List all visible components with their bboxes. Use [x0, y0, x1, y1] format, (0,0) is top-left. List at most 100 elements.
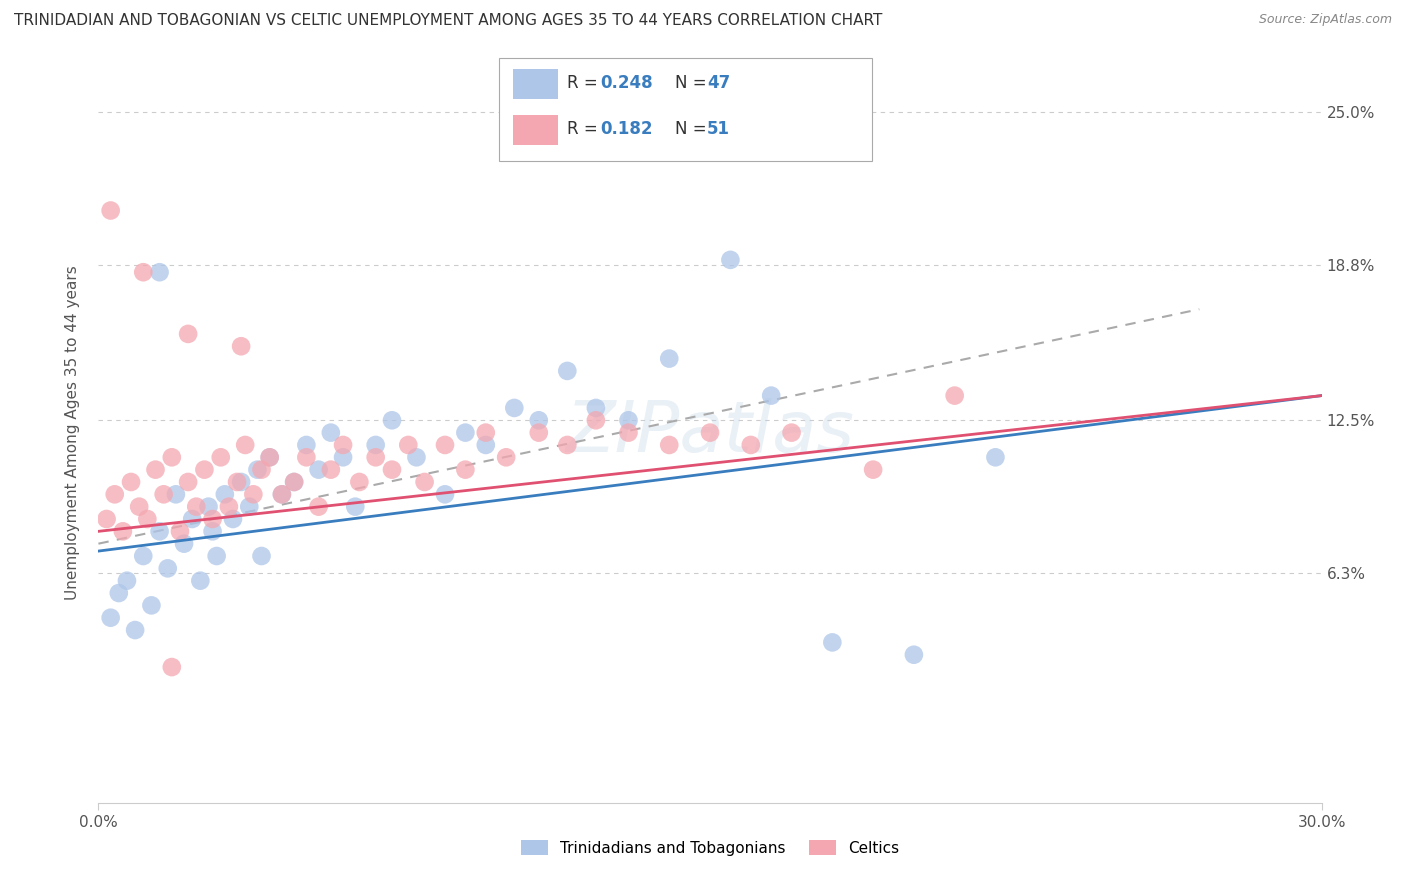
- Point: [104, 487, 127, 501]
- Point: [503, 401, 526, 415]
- Point: [136, 512, 159, 526]
- Point: [149, 524, 172, 539]
- Point: [474, 438, 498, 452]
- Point: [259, 450, 281, 465]
- Point: [193, 462, 215, 476]
- Point: [214, 487, 236, 501]
- Point: [201, 512, 224, 526]
- Point: [250, 462, 273, 476]
- Point: [177, 326, 200, 341]
- Point: [759, 388, 782, 402]
- Point: [295, 438, 318, 452]
- Point: [585, 413, 607, 427]
- Text: R =: R =: [567, 74, 603, 92]
- Point: [283, 475, 305, 489]
- Point: [111, 524, 134, 539]
- Point: [780, 425, 803, 440]
- Text: TRINIDADIAN AND TOBAGONIAN VS CELTIC UNEMPLOYMENT AMONG AGES 35 TO 44 YEARS CORR: TRINIDADIAN AND TOBAGONIAN VS CELTIC UNE…: [14, 13, 883, 29]
- Point: [984, 450, 1007, 465]
- Point: [205, 549, 228, 563]
- Point: [115, 574, 138, 588]
- Point: [381, 462, 404, 476]
- Point: [283, 475, 305, 489]
- Point: [319, 462, 342, 476]
- Point: [218, 500, 240, 514]
- Point: [617, 425, 640, 440]
- Point: [527, 425, 550, 440]
- Point: [555, 364, 579, 378]
- Point: [308, 462, 330, 476]
- Point: [349, 475, 371, 489]
- Point: [186, 500, 208, 514]
- Point: [527, 413, 550, 427]
- Point: [617, 413, 640, 427]
- Point: [226, 475, 249, 489]
- Point: [658, 438, 681, 452]
- Point: [319, 425, 342, 440]
- Point: [555, 438, 579, 452]
- Point: [197, 500, 219, 514]
- Point: [495, 450, 517, 465]
- Point: [124, 623, 146, 637]
- Point: [201, 524, 224, 539]
- Point: [233, 438, 256, 452]
- Point: [141, 599, 163, 613]
- Text: 47: 47: [707, 74, 731, 92]
- Text: ZIPatlas: ZIPatlas: [565, 398, 855, 467]
- Point: [718, 252, 742, 267]
- Point: [454, 425, 477, 440]
- Point: [332, 438, 354, 452]
- Point: [177, 475, 200, 489]
- Point: [862, 462, 884, 476]
- Point: [433, 438, 456, 452]
- Point: [585, 401, 607, 415]
- Legend: Trinidadians and Tobagonians, Celtics: Trinidadians and Tobagonians, Celtics: [515, 834, 905, 862]
- Text: 51: 51: [707, 120, 730, 138]
- Point: [181, 512, 204, 526]
- Point: [821, 635, 844, 649]
- Text: N =: N =: [675, 120, 711, 138]
- Point: [231, 475, 253, 489]
- Point: [740, 438, 762, 452]
- Point: [165, 487, 187, 501]
- Point: [100, 610, 122, 624]
- Point: [344, 500, 367, 514]
- Point: [173, 536, 195, 550]
- Point: [454, 462, 477, 476]
- Point: [160, 450, 183, 465]
- Point: [474, 425, 498, 440]
- Point: [132, 265, 155, 279]
- Point: [433, 487, 456, 501]
- Point: [308, 500, 330, 514]
- Point: [364, 450, 387, 465]
- Point: [364, 438, 387, 452]
- Point: [246, 462, 269, 476]
- Point: [270, 487, 294, 501]
- Point: [381, 413, 404, 427]
- Point: [156, 561, 179, 575]
- Text: Source: ZipAtlas.com: Source: ZipAtlas.com: [1258, 13, 1392, 27]
- Point: [209, 450, 232, 465]
- Point: [295, 450, 318, 465]
- Point: [152, 487, 174, 501]
- Point: [250, 549, 273, 563]
- Point: [108, 586, 131, 600]
- Point: [259, 450, 281, 465]
- Point: [96, 512, 118, 526]
- Point: [658, 351, 681, 366]
- Y-axis label: Unemployment Among Ages 35 to 44 years: Unemployment Among Ages 35 to 44 years: [65, 265, 80, 600]
- Point: [405, 450, 427, 465]
- Point: [270, 487, 294, 501]
- Point: [242, 487, 264, 501]
- Point: [396, 438, 419, 452]
- Point: [132, 549, 155, 563]
- Point: [160, 660, 183, 674]
- Point: [413, 475, 436, 489]
- Text: R =: R =: [567, 120, 603, 138]
- Point: [120, 475, 142, 489]
- Point: [231, 339, 253, 353]
- Text: 0.182: 0.182: [600, 120, 652, 138]
- Point: [100, 203, 122, 218]
- Text: 0.248: 0.248: [600, 74, 652, 92]
- Point: [238, 500, 260, 514]
